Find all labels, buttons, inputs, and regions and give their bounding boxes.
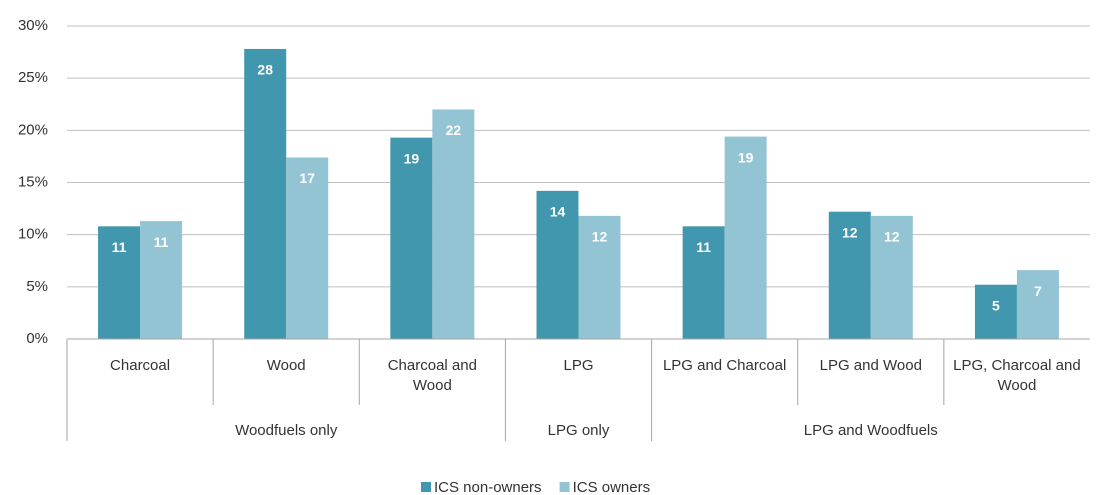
data-label: 14 [550,204,566,220]
bar [578,215,621,339]
bar [432,109,475,339]
group-label: Woodfuels only [235,422,338,439]
data-label: 11 [154,234,169,250]
data-label: 12 [592,229,608,245]
data-label: 22 [446,122,462,138]
data-label: 5 [992,297,1000,313]
x-tick-label: Charcoal and Wood [387,357,477,394]
y-tick-label: 30% [18,17,48,34]
data-label: 7 [1034,283,1042,299]
legend-label: ICS non-owners [434,479,542,495]
bar [682,226,725,339]
x-tick-label: LPG, Charcoal and Wood [953,357,1081,394]
data-label: 17 [299,170,315,186]
legend-swatch [421,482,431,492]
legend: ICS non-owners ICS owners [421,479,650,495]
bar [974,284,1017,339]
y-tick-label: 0% [26,330,48,347]
data-label: 12 [884,229,900,245]
group-label: LPG and Woodfuels [803,422,938,439]
legend-label: ICS owners [573,479,651,495]
group-label: LPG only [547,422,610,439]
bar [390,137,433,339]
bar [1016,270,1059,339]
data-label: 19 [404,150,420,166]
x-tick-label: Charcoal [110,357,171,374]
y-tick-label: 20% [18,121,48,138]
bar [286,157,329,339]
bar [244,48,287,339]
x-tick-label: LPG and Wood [819,357,922,374]
bar [724,136,767,339]
x-tick-label: LPG and Charcoal [662,357,787,374]
y-tick-label: 15% [18,173,48,190]
y-tick-label: 10% [18,226,48,243]
data-label: 11 [112,239,127,255]
data-label: 19 [738,149,754,165]
data-label: 28 [257,62,273,78]
bar [140,221,183,339]
y-tick-label: 25% [18,69,48,86]
bar [828,211,871,339]
bar [870,215,913,339]
legend-swatch [559,482,570,492]
x-tick-label: Wood [266,357,306,374]
x-tick-label: LPG [563,357,594,374]
y-tick-label: 5% [26,278,48,295]
data-label: 11 [696,239,711,255]
bar [536,190,579,339]
data-label: 12 [842,224,858,240]
bar [98,226,141,339]
